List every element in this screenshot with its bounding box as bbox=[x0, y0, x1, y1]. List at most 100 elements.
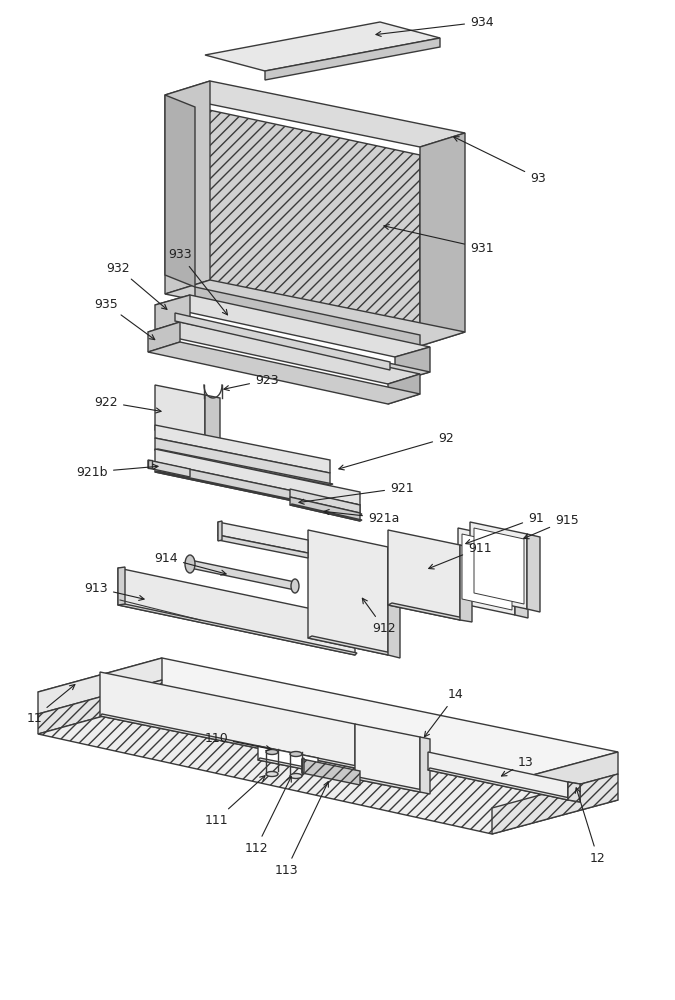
Polygon shape bbox=[155, 449, 333, 485]
Polygon shape bbox=[155, 320, 430, 382]
Text: 932: 932 bbox=[107, 261, 167, 309]
Polygon shape bbox=[258, 746, 318, 772]
Polygon shape bbox=[118, 567, 125, 605]
Polygon shape bbox=[258, 758, 320, 772]
Polygon shape bbox=[474, 528, 524, 604]
Polygon shape bbox=[428, 752, 568, 800]
Ellipse shape bbox=[291, 579, 299, 593]
Polygon shape bbox=[148, 322, 420, 384]
Polygon shape bbox=[155, 385, 205, 440]
Polygon shape bbox=[470, 522, 527, 609]
Polygon shape bbox=[302, 759, 360, 785]
Polygon shape bbox=[100, 672, 355, 768]
Polygon shape bbox=[148, 322, 180, 352]
Polygon shape bbox=[155, 471, 362, 515]
Polygon shape bbox=[515, 540, 528, 618]
Polygon shape bbox=[155, 429, 208, 440]
Text: 14: 14 bbox=[425, 688, 464, 737]
Polygon shape bbox=[290, 489, 360, 513]
Polygon shape bbox=[148, 460, 190, 477]
Text: 921a: 921a bbox=[324, 510, 400, 524]
Polygon shape bbox=[218, 521, 222, 541]
Text: 12: 12 bbox=[575, 788, 605, 864]
Polygon shape bbox=[462, 534, 512, 610]
Polygon shape bbox=[492, 774, 618, 834]
Polygon shape bbox=[527, 534, 540, 612]
Polygon shape bbox=[218, 522, 308, 553]
Text: 915: 915 bbox=[524, 514, 578, 539]
Polygon shape bbox=[218, 535, 308, 558]
Text: 934: 934 bbox=[376, 15, 493, 36]
Polygon shape bbox=[290, 504, 362, 521]
Polygon shape bbox=[388, 603, 464, 620]
Polygon shape bbox=[388, 547, 400, 658]
Text: 922: 922 bbox=[95, 395, 161, 413]
Polygon shape bbox=[420, 133, 465, 346]
Text: 912: 912 bbox=[362, 598, 396, 635]
Polygon shape bbox=[460, 545, 472, 622]
Ellipse shape bbox=[290, 774, 302, 778]
Polygon shape bbox=[265, 38, 440, 80]
Polygon shape bbox=[175, 313, 390, 370]
Polygon shape bbox=[165, 95, 195, 287]
Polygon shape bbox=[290, 497, 360, 521]
Polygon shape bbox=[118, 568, 355, 655]
Polygon shape bbox=[165, 280, 465, 346]
Polygon shape bbox=[148, 342, 420, 404]
Polygon shape bbox=[38, 658, 162, 714]
Ellipse shape bbox=[290, 752, 302, 756]
Polygon shape bbox=[458, 528, 515, 615]
Text: 921: 921 bbox=[299, 482, 414, 504]
Ellipse shape bbox=[185, 555, 195, 573]
Text: 93: 93 bbox=[454, 137, 546, 184]
Polygon shape bbox=[148, 460, 152, 468]
Polygon shape bbox=[155, 295, 190, 330]
Polygon shape bbox=[190, 560, 295, 590]
Polygon shape bbox=[355, 777, 423, 792]
Text: 921b: 921b bbox=[76, 464, 158, 479]
Ellipse shape bbox=[266, 750, 278, 754]
Polygon shape bbox=[165, 81, 210, 294]
Polygon shape bbox=[308, 530, 388, 655]
Polygon shape bbox=[492, 752, 618, 808]
Polygon shape bbox=[568, 782, 580, 802]
Text: 911: 911 bbox=[429, 542, 491, 569]
Text: 923: 923 bbox=[224, 373, 279, 391]
Polygon shape bbox=[205, 395, 220, 443]
Text: 13: 13 bbox=[502, 756, 534, 776]
Polygon shape bbox=[38, 700, 618, 834]
Polygon shape bbox=[388, 530, 460, 620]
Text: 112: 112 bbox=[244, 777, 292, 854]
Text: 111: 111 bbox=[205, 776, 265, 826]
Polygon shape bbox=[302, 758, 304, 773]
Text: 11: 11 bbox=[26, 685, 75, 724]
Polygon shape bbox=[100, 714, 357, 768]
Polygon shape bbox=[395, 347, 430, 382]
Polygon shape bbox=[568, 782, 580, 802]
Text: 933: 933 bbox=[168, 248, 227, 315]
Polygon shape bbox=[165, 81, 465, 147]
Polygon shape bbox=[38, 680, 162, 734]
Text: 110: 110 bbox=[205, 732, 271, 751]
Polygon shape bbox=[118, 603, 357, 655]
Polygon shape bbox=[428, 768, 570, 800]
Polygon shape bbox=[155, 425, 330, 473]
Polygon shape bbox=[195, 287, 420, 346]
Polygon shape bbox=[155, 462, 360, 515]
Text: 92: 92 bbox=[339, 432, 454, 470]
Polygon shape bbox=[355, 724, 420, 792]
Text: 91: 91 bbox=[466, 512, 544, 544]
Polygon shape bbox=[155, 295, 430, 357]
Ellipse shape bbox=[266, 772, 278, 776]
Polygon shape bbox=[388, 374, 420, 404]
Polygon shape bbox=[420, 737, 430, 794]
Polygon shape bbox=[205, 22, 440, 71]
Polygon shape bbox=[195, 107, 420, 335]
Polygon shape bbox=[308, 636, 392, 655]
Polygon shape bbox=[38, 658, 618, 786]
Polygon shape bbox=[155, 449, 360, 505]
Polygon shape bbox=[155, 438, 330, 485]
Text: 914: 914 bbox=[155, 552, 226, 575]
Text: 931: 931 bbox=[384, 225, 493, 254]
Text: 935: 935 bbox=[95, 298, 155, 340]
